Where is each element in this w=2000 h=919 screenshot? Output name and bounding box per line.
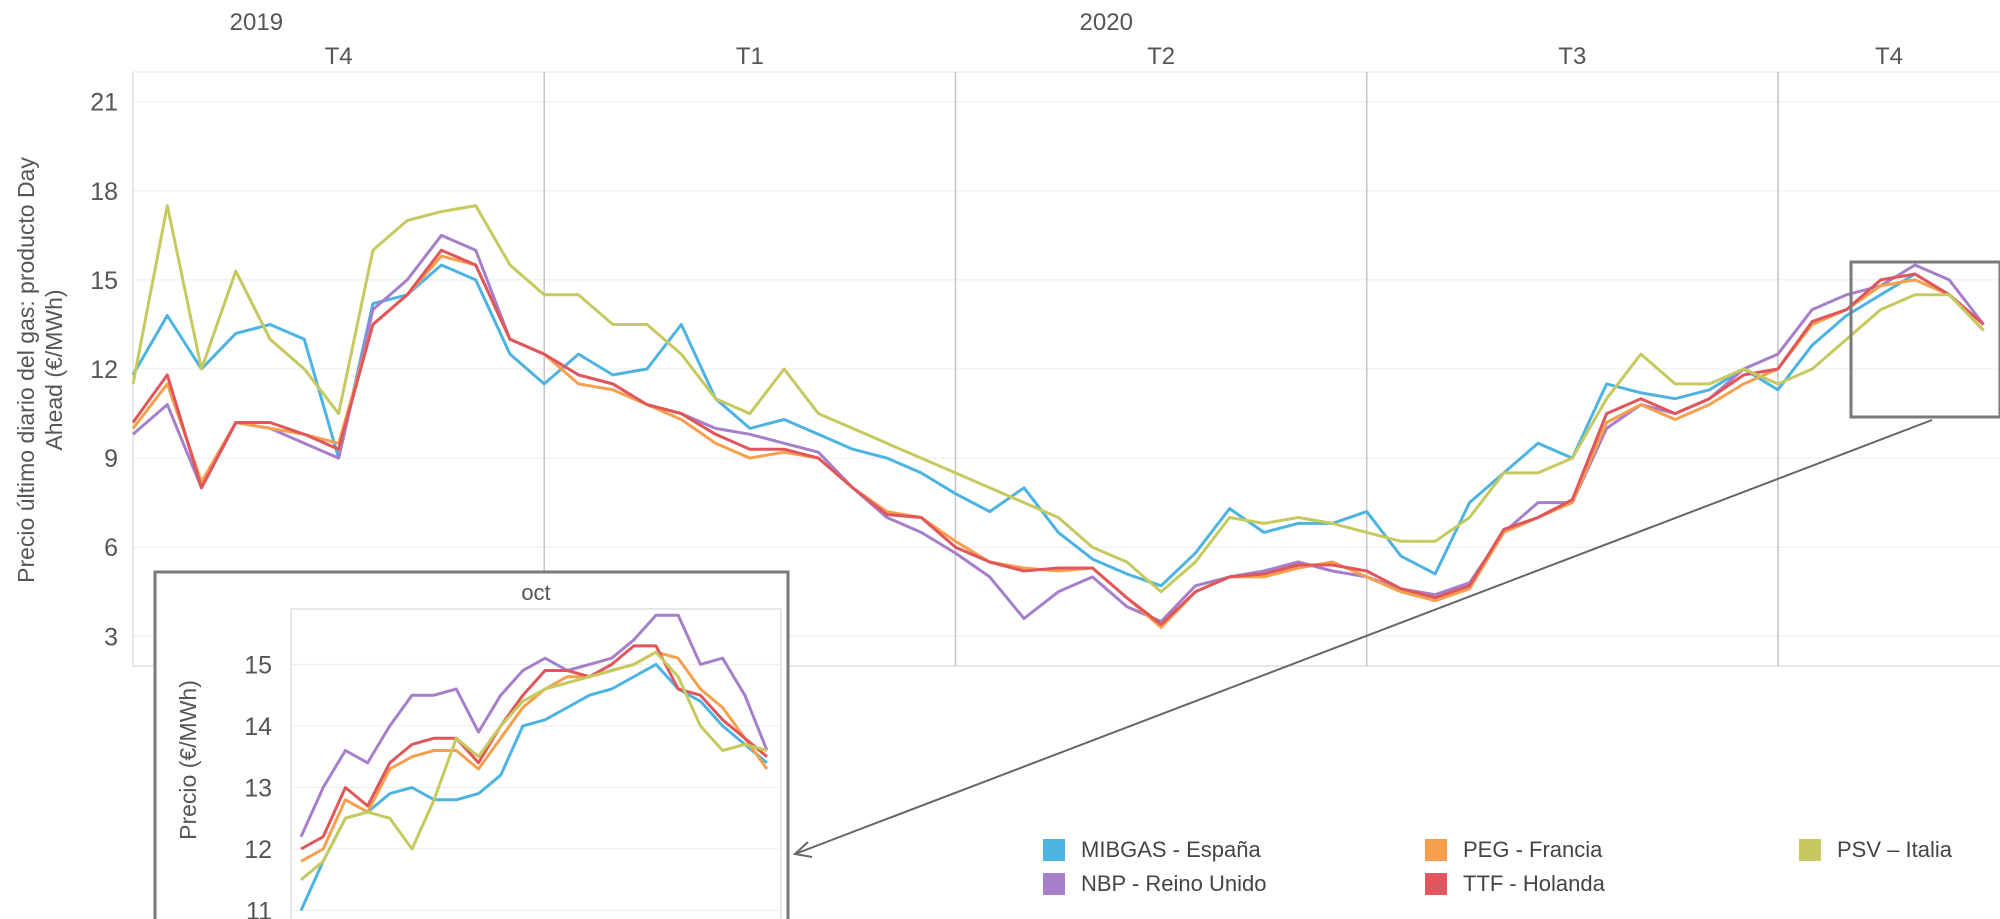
main-series-psv-italia <box>131 204 1985 594</box>
main-y-tick-15: 15 <box>90 267 118 295</box>
legend-label-nbp: NBP - Reino Unido <box>1081 871 1267 896</box>
inset-series-lines <box>299 613 769 912</box>
main-series-lines <box>131 204 1985 629</box>
inset-series-ttf-holanda <box>300 644 768 851</box>
legend-swatch-nbp <box>1043 873 1065 895</box>
quarter-label-0: T4 <box>325 43 353 70</box>
legend-swatch-peg <box>1425 839 1447 861</box>
quarter-label-2: T2 <box>1147 43 1175 70</box>
inset-y-tick-12: 12 <box>244 836 272 864</box>
legend-swatch-psv <box>1799 839 1821 861</box>
main-y-tick-9: 9 <box>104 445 118 473</box>
inset-y-tick-14: 14 <box>244 713 272 741</box>
main-y-tick-3: 3 <box>104 623 118 651</box>
legend-label-mibgas: MIBGAS - España <box>1081 837 1261 862</box>
main-y-tick-18: 18 <box>90 178 118 206</box>
inset-frame <box>153 570 790 919</box>
inset-y-tick-15: 15 <box>244 651 272 679</box>
legend-label-peg: PEG - Francia <box>1463 837 1603 862</box>
main-y-axis-label-line-0: Precio último diario del gas: producto D… <box>13 157 39 583</box>
zoom-connector-arrowhead <box>792 841 813 858</box>
inset-series-nbp-reino-unido <box>299 613 769 838</box>
inset-series-peg-francia <box>300 650 769 863</box>
legend-label-psv: PSV – Italia <box>1837 837 1952 862</box>
main-y-axis-label: Precio último diario del gas: producto D… <box>13 157 67 583</box>
zoom-highlight-box <box>1849 260 2000 419</box>
main-y-tick-labels: 3 6 9 12 15 18 21 <box>90 89 118 652</box>
main-period-header: 2019 2020 T4 T1 T2 T3 T4 <box>230 9 1903 70</box>
main-y-tick-12: 12 <box>90 356 118 384</box>
zoom-connector-arrow <box>794 419 1933 855</box>
year-label-2020: 2020 <box>1080 9 1133 36</box>
legend-item-psv: PSV – Italia <box>1799 837 1952 863</box>
legend-item-nbp: NBP - Reino Unido <box>1043 871 1266 897</box>
legend-item-ttf: TTF - Holanda <box>1425 871 1605 897</box>
inset-title: oct <box>521 580 550 605</box>
legend-item-peg: PEG - Francia <box>1425 837 1602 863</box>
main-y-tick-6: 6 <box>104 534 118 562</box>
quarter-label-3: T3 <box>1558 43 1586 70</box>
legend-swatch-ttf <box>1425 873 1447 895</box>
inset-series-psv-italia <box>300 650 768 881</box>
quarter-label-4: T4 <box>1875 43 1903 70</box>
legend-label-ttf: TTF - Holanda <box>1463 871 1605 896</box>
quarter-label-1: T1 <box>736 43 764 70</box>
main-series-peg-francia <box>131 254 1985 629</box>
inset-y-axis-label: Precio (€/MWh) <box>175 680 201 840</box>
main-y-axis-label-line-1: Ahead (€/MWh) <box>41 289 67 450</box>
inset-y-tick-labels: 11 12 13 14 15 <box>244 651 272 919</box>
inset-chart: oct 11 12 13 14 15 Precio (€/MWh) <box>153 570 790 919</box>
legend-item-mibgas: MIBGAS - España <box>1043 837 1261 863</box>
legend-swatch-mibgas <box>1043 839 1065 861</box>
main-series-mibgas-espa-a <box>131 263 1985 588</box>
main-y-tick-21: 21 <box>90 89 118 117</box>
main-gridlines <box>133 101 2000 637</box>
inset-series-mibgas-espa-a <box>299 662 768 912</box>
inset-y-tick-13: 13 <box>244 774 272 802</box>
year-label-2019: 2019 <box>230 9 283 36</box>
inset-y-tick-11: 11 <box>246 898 272 919</box>
main-series-ttf-holanda <box>131 248 1985 626</box>
